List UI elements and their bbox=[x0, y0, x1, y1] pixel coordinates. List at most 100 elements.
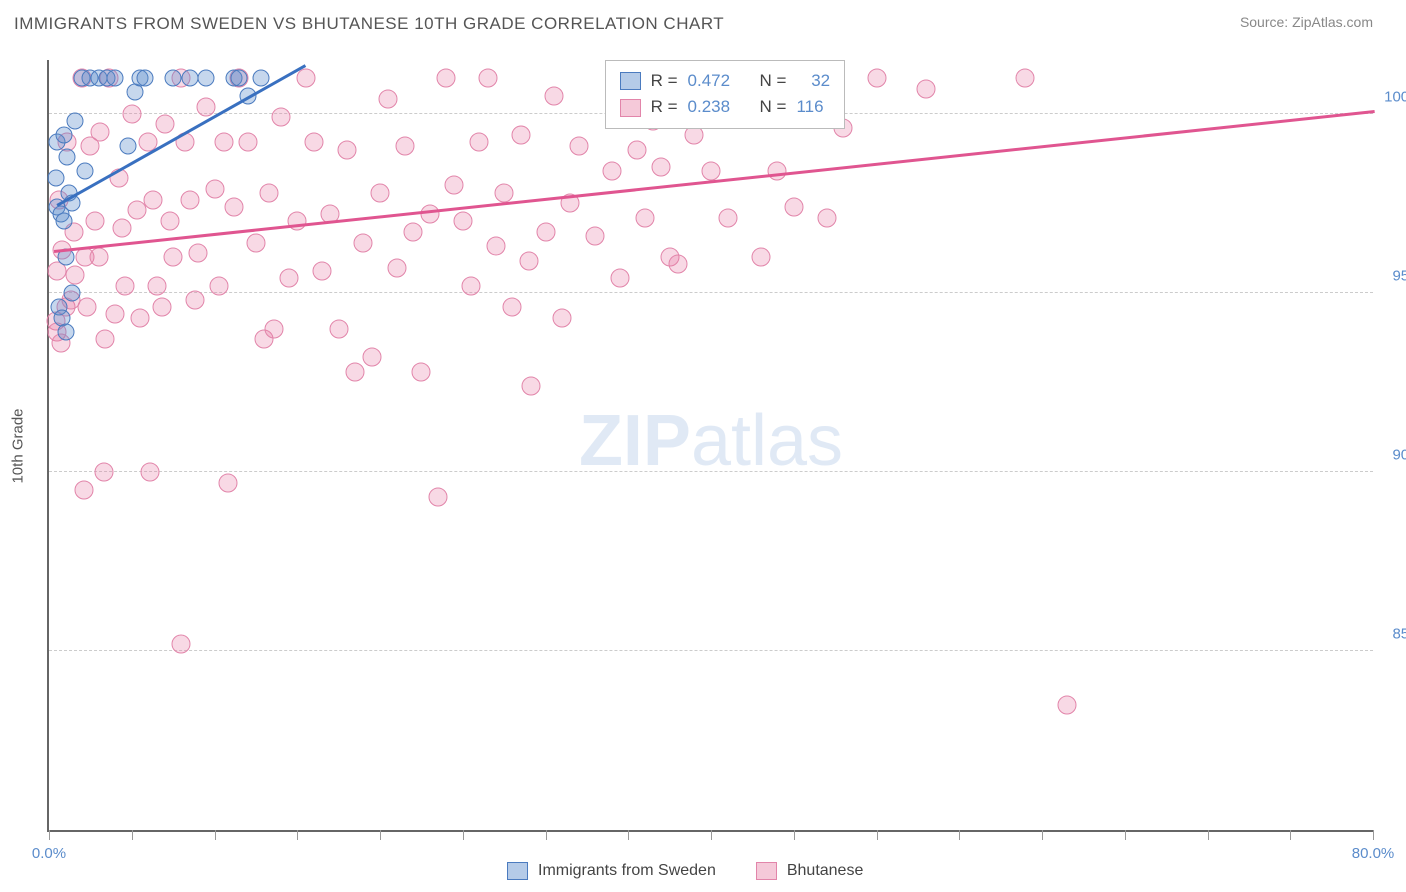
data-point bbox=[66, 265, 85, 284]
data-point bbox=[917, 79, 936, 98]
y-axis-label: 10th Grade bbox=[10, 408, 27, 483]
data-point bbox=[346, 362, 365, 381]
data-point bbox=[136, 69, 153, 86]
data-point bbox=[188, 244, 207, 263]
trend-line bbox=[54, 110, 1375, 253]
data-point bbox=[131, 308, 150, 327]
y-tick-label: 85.0% bbox=[1392, 625, 1406, 642]
data-point bbox=[78, 298, 97, 317]
data-point bbox=[112, 219, 131, 238]
x-tick bbox=[1373, 830, 1374, 840]
data-point bbox=[218, 473, 237, 492]
data-point bbox=[91, 122, 110, 141]
data-point bbox=[94, 462, 113, 481]
data-point bbox=[495, 183, 514, 202]
data-point bbox=[569, 136, 588, 155]
data-point bbox=[304, 133, 323, 152]
data-point bbox=[67, 112, 84, 129]
data-point bbox=[59, 148, 76, 165]
data-point bbox=[96, 330, 115, 349]
data-point bbox=[172, 634, 191, 653]
data-point bbox=[260, 183, 279, 202]
data-point bbox=[329, 319, 348, 338]
data-point bbox=[47, 170, 64, 187]
data-point bbox=[246, 233, 265, 252]
y-tick-label: 100.0% bbox=[1384, 88, 1406, 105]
data-point bbox=[160, 212, 179, 231]
data-point bbox=[627, 140, 646, 159]
x-tick bbox=[628, 830, 629, 840]
stats-row-series2: R = 0.238 N = 116 bbox=[620, 94, 831, 120]
x-tick bbox=[132, 830, 133, 840]
data-point bbox=[404, 222, 423, 241]
data-point bbox=[144, 190, 163, 209]
data-point bbox=[486, 237, 505, 256]
data-point bbox=[702, 162, 721, 181]
data-point bbox=[478, 68, 497, 87]
data-point bbox=[379, 90, 398, 109]
data-point bbox=[155, 115, 174, 134]
data-point bbox=[817, 208, 836, 227]
data-point bbox=[420, 205, 439, 224]
plot-area: ZIPatlas 85.0%90.0%95.0%100.0%0.0%80.0% bbox=[47, 60, 1373, 832]
data-point bbox=[106, 305, 125, 324]
data-point bbox=[164, 247, 183, 266]
data-point bbox=[107, 69, 124, 86]
data-point bbox=[354, 233, 373, 252]
data-point bbox=[180, 190, 199, 209]
data-point bbox=[867, 68, 886, 87]
data-point bbox=[718, 208, 737, 227]
x-tick bbox=[1208, 830, 1209, 840]
data-point bbox=[152, 298, 171, 317]
data-point bbox=[602, 162, 621, 181]
data-point bbox=[313, 262, 332, 281]
data-point bbox=[55, 213, 72, 230]
source-attribution: Source: ZipAtlas.com bbox=[1240, 14, 1373, 30]
data-point bbox=[751, 247, 770, 266]
swatch-series2 bbox=[620, 99, 641, 117]
stats-row-series1: R = 0.472 N = 32 bbox=[620, 68, 831, 94]
data-point bbox=[445, 176, 464, 195]
data-point bbox=[362, 348, 381, 367]
swatch-series2-icon bbox=[756, 862, 777, 880]
data-point bbox=[231, 69, 248, 86]
x-tick bbox=[49, 830, 50, 840]
watermark: ZIPatlas bbox=[579, 400, 843, 482]
bottom-legend: Immigrants from Sweden Bhutanese bbox=[507, 862, 863, 880]
gridline bbox=[49, 650, 1373, 651]
data-point bbox=[296, 68, 315, 87]
data-point bbox=[412, 362, 431, 381]
swatch-series1-icon bbox=[507, 862, 528, 880]
gridline bbox=[49, 292, 1373, 293]
y-tick-label: 95.0% bbox=[1392, 267, 1406, 284]
data-point bbox=[511, 126, 530, 145]
x-tick bbox=[959, 830, 960, 840]
data-point bbox=[140, 462, 159, 481]
data-point bbox=[586, 226, 605, 245]
data-point bbox=[519, 251, 538, 270]
data-point bbox=[428, 487, 447, 506]
x-tick bbox=[1125, 830, 1126, 840]
data-point bbox=[395, 136, 414, 155]
data-point bbox=[122, 104, 141, 123]
data-point bbox=[252, 69, 269, 86]
data-point bbox=[784, 197, 803, 216]
x-tick bbox=[1290, 830, 1291, 840]
gridline bbox=[49, 471, 1373, 472]
data-point bbox=[55, 127, 72, 144]
data-point bbox=[210, 276, 229, 295]
data-point bbox=[610, 269, 629, 288]
data-point bbox=[74, 480, 93, 499]
y-tick-label: 90.0% bbox=[1392, 446, 1406, 463]
data-point bbox=[668, 255, 687, 274]
data-point bbox=[387, 258, 406, 277]
x-tick bbox=[297, 830, 298, 840]
data-point bbox=[181, 69, 198, 86]
x-tick bbox=[877, 830, 878, 840]
data-point bbox=[521, 376, 540, 395]
data-point bbox=[462, 276, 481, 295]
swatch-series1 bbox=[620, 72, 641, 90]
data-point bbox=[544, 86, 563, 105]
data-point bbox=[205, 179, 224, 198]
data-point bbox=[64, 284, 81, 301]
